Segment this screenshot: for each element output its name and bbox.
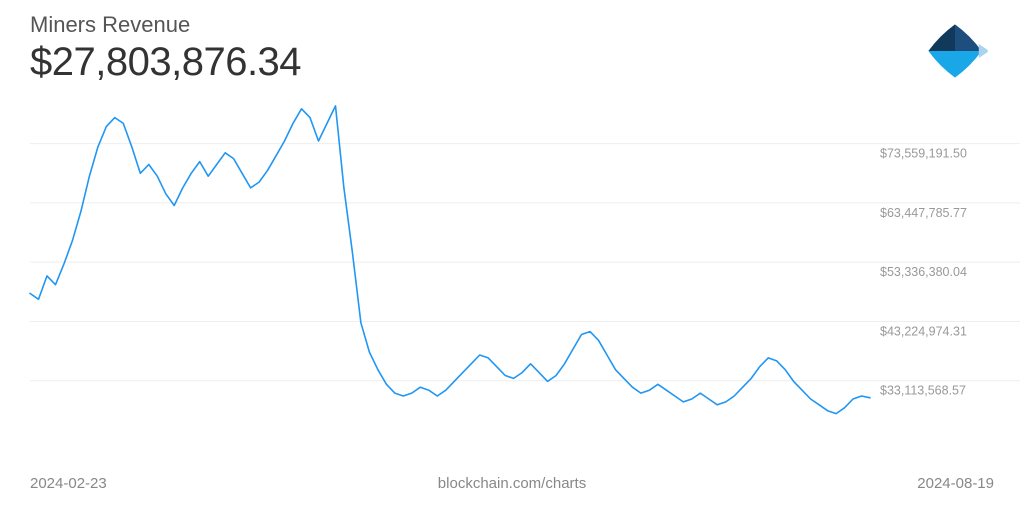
svg-text:$33,113,568.57: $33,113,568.57	[880, 384, 966, 398]
svg-text:$73,559,191.50: $73,559,191.50	[880, 147, 967, 161]
line-chart: $73,559,191.50 $63,447,785.77 $53,336,380.…	[0, 100, 1024, 440]
svg-text:$63,447,785.77: $63,447,785.77	[880, 206, 967, 220]
source-label: blockchain.com/charts	[30, 475, 994, 492]
x-axis-start-label: 2024-02-23	[30, 475, 107, 492]
svg-text:$53,336,380.04: $53,336,380.04	[880, 265, 967, 279]
chart-current-value: $27,803,876.34	[30, 40, 994, 85]
chart-card: Miners Revenue $27,803,876.34 $73,559,19…	[0, 0, 1024, 512]
chart-title: Miners Revenue	[30, 12, 994, 38]
x-axis-end-label: 2024-08-19	[917, 475, 994, 492]
svg-text:$43,224,974.31: $43,224,974.31	[880, 324, 967, 338]
footer: 2024-02-23 blockchain.com/charts 2024-08…	[30, 475, 994, 492]
header: Miners Revenue $27,803,876.34	[30, 12, 994, 85]
blockchain-logo-icon	[920, 16, 990, 86]
